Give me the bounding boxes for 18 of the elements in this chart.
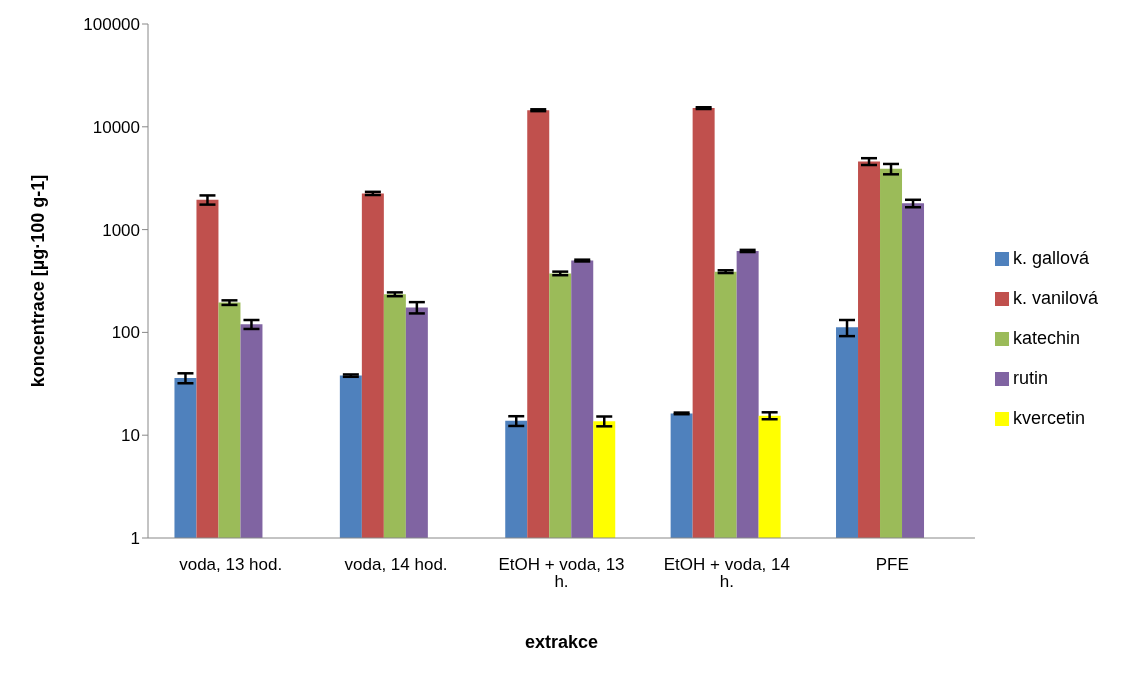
legend-label: rutin [1012, 368, 1048, 388]
y-tick-label: 100000 [83, 15, 140, 35]
y-axis-title: koncentrace [µg·100 g-1] [28, 174, 49, 388]
x-tick-label: voda, 13 hod. [179, 555, 283, 575]
x-tick-label: EtOH + voda, 13 h. [498, 555, 625, 592]
legend-label: k. gallová [1012, 248, 1089, 268]
x-tick-label: voda, 14 hod. [344, 555, 448, 575]
legend-label: katechin [1012, 328, 1080, 348]
legend-label: kvercetin [1012, 408, 1085, 428]
x-tick-label: EtOH + voda, 14 h. [663, 555, 790, 592]
y-tick-label: 1 [130, 529, 140, 549]
y-tick-label: 10 [121, 426, 140, 446]
legend-label: k. vanilová [1012, 288, 1098, 308]
y-tick-label: 1000 [102, 220, 140, 240]
y-tick-label: 10000 [92, 117, 140, 137]
y-tick-label: 100 [111, 323, 140, 343]
x-tick-label: PFE [875, 555, 909, 575]
x-axis-title: extrakce [524, 632, 599, 652]
